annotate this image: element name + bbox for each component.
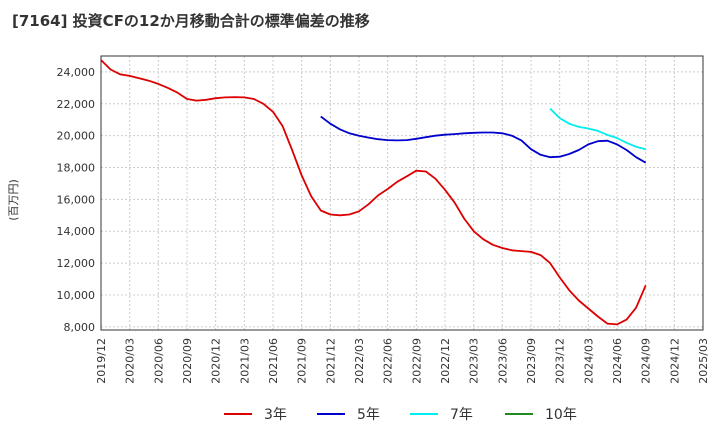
- legend: 3年 5年 7年 10年: [224, 407, 577, 423]
- series-line-2: [320, 115, 647, 164]
- legend-label: 3年: [264, 407, 287, 423]
- x-tick-label: 2021/09: [296, 338, 309, 384]
- y-tick-label: 14,000: [57, 225, 96, 238]
- y-tick-label: 12,000: [57, 257, 96, 270]
- x-tick-label: 2019/12: [95, 338, 108, 384]
- x-tick-label: 2021/12: [324, 338, 337, 384]
- x-tick-label: 2023/03: [468, 338, 481, 384]
- series-lines: [100, 59, 647, 326]
- series-line-1: [100, 59, 647, 326]
- x-tick-label: 2020/09: [181, 338, 194, 384]
- x-tick-label: 2023/09: [525, 338, 538, 384]
- x-tick-label: 2023/12: [554, 338, 567, 384]
- x-tick-label: 2025/03: [697, 338, 710, 384]
- x-tick-label: 2020/12: [210, 338, 223, 384]
- x-tick-label: 2024/09: [640, 338, 653, 384]
- x-tick-label: 2022/09: [410, 338, 423, 384]
- series-line-3: [549, 107, 646, 151]
- x-tick-label: 2022/06: [382, 338, 395, 384]
- legend-label: 5年: [357, 407, 380, 423]
- y-axis-label: (百万円): [7, 179, 20, 221]
- x-tick-label: 2024/03: [582, 338, 595, 384]
- y-tick-label: 20,000: [57, 130, 96, 143]
- x-tick-label: 2023/06: [496, 338, 509, 384]
- y-tick-labels: 8,000 10,000 12,000 14,000 16,000 18,000 20,00…: [57, 66, 96, 334]
- x-tick-label: 2024/06: [611, 338, 624, 384]
- axes: [100, 55, 704, 331]
- y-tick-label: 22,000: [57, 98, 96, 111]
- y-tick-label: 8,000: [64, 321, 96, 334]
- x-tick-label: 2020/06: [152, 338, 165, 384]
- x-tick-label: 2020/03: [124, 338, 137, 384]
- y-tick-label: 18,000: [57, 162, 96, 175]
- x-tick-label: 2021/03: [238, 338, 251, 384]
- plot-frame: [100, 55, 704, 331]
- x-tick-labels: 2019/12 2020/03 2020/06 2020/09 2020/12 2021/…: [95, 338, 710, 384]
- x-tick-label: 2024/12: [668, 338, 681, 384]
- y-tick-label: 16,000: [57, 193, 96, 206]
- legend-label: 10年: [545, 407, 577, 423]
- x-tick-label: 2021/06: [267, 338, 280, 384]
- chart-title: [7164] 投資CFの12か月移動合計の標準偏差の推移: [12, 12, 370, 30]
- x-tick-label: 2022/12: [439, 338, 452, 384]
- legend-label: 7年: [450, 407, 473, 423]
- x-tick-label: 2022/03: [353, 338, 366, 384]
- y-tick-label: 24,000: [57, 66, 96, 79]
- grid: [100, 56, 704, 330]
- y-tick-label: 10,000: [57, 289, 96, 302]
